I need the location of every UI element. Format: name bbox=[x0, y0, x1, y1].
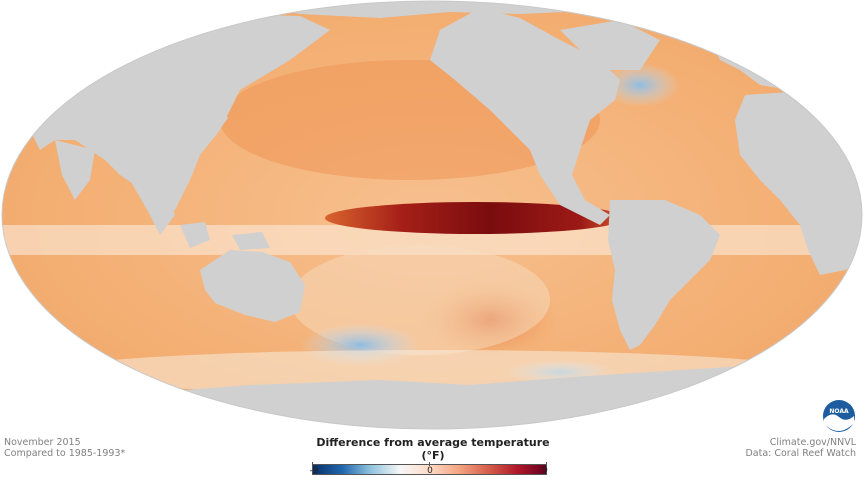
legend-tick-min bbox=[312, 462, 313, 466]
indonesia bbox=[180, 222, 210, 248]
date-label: November 2015 bbox=[4, 437, 81, 448]
legend-mid-label: 0 bbox=[427, 466, 433, 476]
credit-caption: Climate.gov/NNVL Data: Coral Reef Watch bbox=[745, 437, 856, 459]
japan bbox=[205, 108, 228, 140]
color-legend: Difference from average temperature (°F)… bbox=[300, 436, 560, 476]
greenland bbox=[560, 20, 660, 70]
new-guinea bbox=[232, 232, 270, 250]
indian-subcontinent bbox=[55, 140, 95, 200]
antarctica bbox=[2, 360, 862, 429]
legend-tick-mid bbox=[429, 462, 430, 466]
legend-max-label: 9 bbox=[542, 466, 548, 476]
credit-link[interactable]: Climate.gov/NNVL bbox=[769, 437, 856, 448]
data-source-label: Data: Coral Reef Watch bbox=[745, 448, 856, 459]
australia bbox=[200, 250, 305, 322]
noaa-logo[interactable]: NOAA bbox=[822, 399, 856, 433]
north-atlantic-cool-patch bbox=[600, 63, 680, 107]
noaa-logo-text: NOAA bbox=[829, 408, 849, 415]
globe-edge bbox=[1, 0, 863, 430]
el-nino-hot-tongue bbox=[325, 202, 625, 234]
legend-min-label: -9 bbox=[309, 466, 319, 476]
southeast-asia bbox=[130, 175, 175, 235]
date-caption: November 2015 Compared to 1985-1993* bbox=[4, 437, 125, 459]
legend-tick-max bbox=[546, 462, 547, 466]
north-america bbox=[430, 8, 620, 225]
south-america bbox=[608, 200, 720, 350]
legend-title: Difference from average temperature (°F) bbox=[316, 436, 550, 462]
baseline-label: Compared to 1985-1993* bbox=[4, 448, 126, 459]
